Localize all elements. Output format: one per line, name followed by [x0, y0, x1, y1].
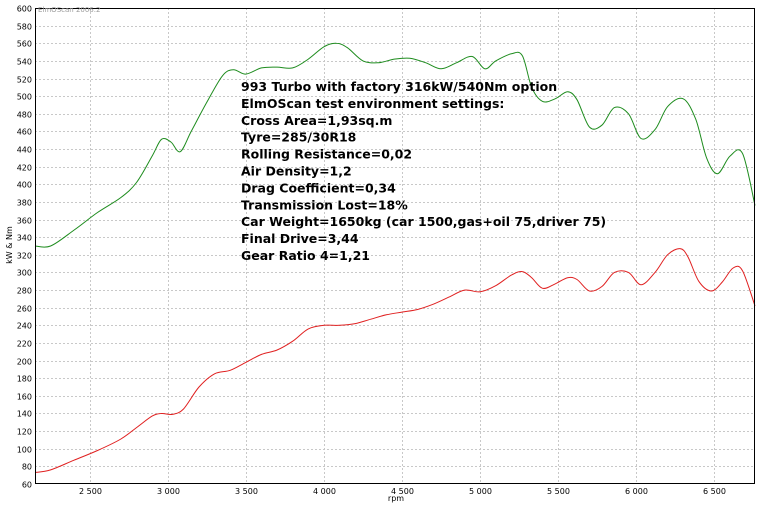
torque-curve-line — [34, 42, 756, 248]
x-tick-label: 5 500 — [547, 487, 570, 496]
annotation-line: Transmission Lost=18% — [241, 197, 408, 212]
y-tick-label: 160 — [17, 393, 32, 402]
x-tick-label: 4 000 — [313, 487, 336, 496]
y-tick-label: 400 — [17, 181, 32, 190]
y-tick-label: 180 — [17, 375, 32, 384]
y-tick-label: 280 — [17, 287, 32, 296]
y-tick-label: 420 — [17, 164, 32, 173]
y-tick-label: 440 — [17, 146, 32, 155]
y-tick-label: 460 — [17, 128, 32, 137]
annotation-line: Air Density=1,2 — [241, 164, 352, 179]
annotation-line: Tyre=285/30R18 — [241, 130, 356, 145]
y-tick-label: 240 — [17, 322, 32, 331]
y-tick-label: 100 — [17, 446, 32, 455]
annotation-line: Gear Ratio 4=1,21 — [241, 248, 370, 263]
y-tick-label: 360 — [17, 217, 32, 226]
x-tick-label: 4 500 — [391, 487, 414, 496]
y-tick-label: 480 — [17, 111, 32, 120]
y-tick-label: 320 — [17, 252, 32, 261]
x-axis-label: rpm — [388, 494, 404, 503]
y-axis-label: kW & Nm — [5, 226, 14, 264]
x-tick-label: 6 000 — [625, 487, 648, 496]
y-tick-label: 300 — [17, 269, 32, 278]
y-tick-label: 60 — [22, 481, 32, 490]
grid — [35, 8, 755, 484]
y-tick-label: 260 — [17, 305, 32, 314]
y-tick-label: 220 — [17, 340, 32, 349]
y-tick-label: 520 — [17, 76, 32, 85]
annotation-line: Car Weight=1650kg (car 1500,gas+oil 75,d… — [241, 214, 606, 229]
annotation-line: Final Drive=3,44 — [241, 231, 359, 246]
x-tick-label: 3 000 — [157, 487, 180, 496]
annotation-line: ElmOScan test environment settings: — [241, 96, 504, 111]
x-tick-label: 6 500 — [703, 487, 726, 496]
y-tick-label: 540 — [17, 58, 32, 67]
plot-border — [35, 8, 755, 484]
series-layer — [34, 42, 756, 473]
annotation-line: Rolling Resistance=0,02 — [241, 147, 412, 162]
x-tick-label: 3 500 — [235, 487, 258, 496]
x-tick-label: 2 500 — [79, 487, 102, 496]
y-tick-label: 600 — [17, 5, 32, 14]
y-tick-label: 380 — [17, 199, 32, 208]
x-tick-label: 5 000 — [469, 487, 492, 496]
watermark: ElmOScan 2006.2 — [38, 6, 100, 14]
y-tick-label: 120 — [17, 428, 32, 437]
plot-background — [35, 8, 755, 484]
annotation-line: Cross Area=1,93sq.m — [241, 113, 392, 128]
y-tick-label: 500 — [17, 93, 32, 102]
power-curve-line — [34, 248, 756, 473]
y-tick-label: 560 — [17, 40, 32, 49]
y-tick-label: 140 — [17, 410, 32, 419]
annotation-line: Drag Coefficient=0,34 — [241, 180, 396, 195]
annotation-block: 993 Turbo with factory 316kW/540Nm optio… — [241, 79, 606, 263]
y-tick-label: 200 — [17, 358, 32, 367]
y-tick-label: 340 — [17, 234, 32, 243]
y-tick-label: 80 — [22, 463, 32, 472]
annotation-line: 993 Turbo with factory 316kW/540Nm optio… — [241, 79, 557, 94]
tick-labels: 60 80 100 120 140 160 180 200 220 240 260 280 300 320… — [17, 5, 726, 497]
y-tick-label: 580 — [17, 23, 32, 32]
